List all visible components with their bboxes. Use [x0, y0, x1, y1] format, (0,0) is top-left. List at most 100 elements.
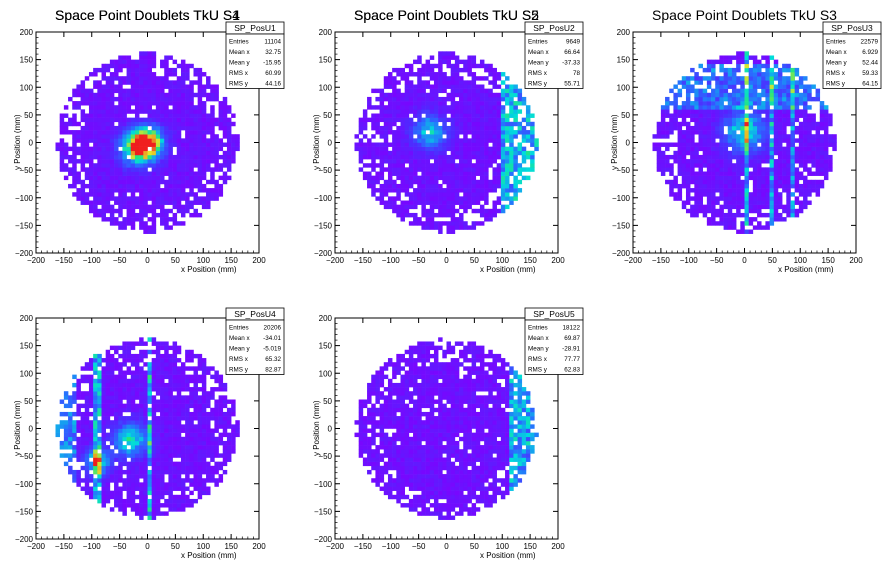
heatmap-cell	[379, 134, 385, 139]
heatmap-cell	[807, 142, 812, 147]
heatmap-cell	[218, 175, 224, 181]
heatmap-cell	[727, 150, 733, 156]
heatmap-cell	[105, 76, 111, 81]
heatmap-cell	[206, 92, 211, 98]
heatmap-cell	[417, 72, 422, 77]
heatmap-cell	[500, 196, 506, 201]
heatmap-cell	[197, 76, 203, 81]
heatmap-cell	[656, 121, 662, 127]
heatmap-cell	[105, 88, 111, 94]
heatmap-cell	[803, 167, 808, 172]
heatmap-cell	[765, 117, 770, 123]
y-tick-label: −150	[612, 221, 631, 230]
heatmap-cell	[76, 440, 81, 446]
heatmap-cell	[130, 146, 136, 152]
heatmap-cell	[417, 150, 422, 156]
heatmap-cell	[97, 440, 102, 446]
heatmap-cell	[180, 125, 186, 131]
heatmap-cell	[126, 171, 132, 176]
heatmap-cell	[706, 217, 712, 222]
heatmap-cell	[114, 382, 119, 388]
heatmap-cell	[396, 196, 401, 201]
heatmap-cell	[761, 150, 766, 156]
heatmap-cell	[201, 150, 207, 156]
heatmap-cell	[719, 59, 724, 65]
heatmap-cell	[371, 105, 376, 110]
heatmap-cell	[736, 109, 741, 114]
heatmap-cell	[748, 204, 754, 210]
heatmap-cell	[425, 196, 431, 201]
heatmap-cell	[786, 138, 791, 143]
heatmap-cell	[143, 146, 148, 152]
heatmap-cell	[151, 134, 157, 139]
heatmap-cell	[139, 101, 144, 106]
heatmap-cell	[109, 154, 115, 160]
heatmap-cell	[773, 121, 779, 127]
heatmap-cell	[143, 134, 148, 139]
heatmap-cell	[168, 101, 173, 106]
heatmap-cell	[656, 150, 662, 156]
heatmap-cell	[105, 399, 111, 404]
heatmap-cell	[76, 192, 81, 197]
heatmap-cell	[685, 80, 691, 85]
heatmap-cell	[122, 159, 127, 164]
heatmap-cell	[731, 96, 737, 102]
heatmap-cell	[147, 80, 152, 85]
heatmap-cell	[139, 150, 144, 156]
stats-key: RMS y	[528, 81, 548, 88]
heatmap-cell	[429, 188, 435, 193]
heatmap-cell	[442, 208, 447, 214]
heatmap-cell	[139, 374, 144, 380]
heatmap-cell	[467, 225, 472, 230]
heatmap-cell	[126, 366, 132, 371]
heatmap-cell	[176, 88, 182, 94]
heatmap-cell	[88, 188, 94, 193]
heatmap-cell	[197, 196, 203, 201]
stats-value: 64.15	[862, 81, 878, 88]
heatmap-cell	[122, 150, 127, 156]
heatmap-cell	[484, 183, 489, 189]
heatmap-cell	[367, 138, 372, 143]
heatmap-cell	[59, 420, 65, 425]
heatmap-cell	[151, 424, 157, 429]
heatmap-cell	[126, 403, 132, 409]
heatmap-cell	[752, 179, 758, 185]
heatmap-cell	[164, 121, 169, 127]
heatmap-cell	[358, 138, 364, 143]
heatmap-cell	[164, 432, 169, 438]
heatmap-cell	[109, 121, 115, 127]
heatmap-cell	[690, 125, 695, 131]
heatmap-cell	[130, 84, 136, 89]
heatmap-cell	[147, 428, 152, 433]
heatmap-cell	[505, 125, 510, 131]
heatmap-cell	[197, 212, 203, 218]
heatmap-cell	[147, 362, 152, 367]
heatmap-cell	[134, 167, 140, 172]
heatmap-cell	[790, 80, 795, 85]
heatmap-cell	[790, 183, 795, 189]
heatmap-cell	[798, 142, 804, 147]
heatmap-cell	[698, 113, 703, 118]
heatmap-cell	[235, 134, 240, 139]
heatmap-cell	[226, 134, 232, 139]
heatmap-cell	[139, 370, 144, 375]
heatmap-cell	[517, 188, 523, 193]
heatmap-cell	[134, 101, 140, 106]
heatmap-cell	[164, 453, 169, 458]
heatmap-cell	[139, 221, 144, 226]
heatmap-cell	[201, 113, 207, 118]
heatmap-cell	[727, 208, 733, 214]
heatmap-cell	[80, 465, 86, 471]
heatmap-cell	[408, 204, 414, 210]
heatmap-cell	[371, 163, 376, 168]
heatmap-cell	[147, 138, 152, 143]
heatmap-cell	[109, 374, 115, 380]
heatmap-cell	[442, 59, 447, 65]
heatmap-cell	[206, 159, 211, 164]
heatmap-cell	[80, 142, 86, 147]
heatmap-cell	[151, 453, 157, 458]
heatmap-cell	[731, 109, 737, 114]
heatmap-cell	[88, 449, 94, 454]
heatmap-cell	[164, 109, 169, 114]
heatmap-cell	[180, 179, 186, 185]
